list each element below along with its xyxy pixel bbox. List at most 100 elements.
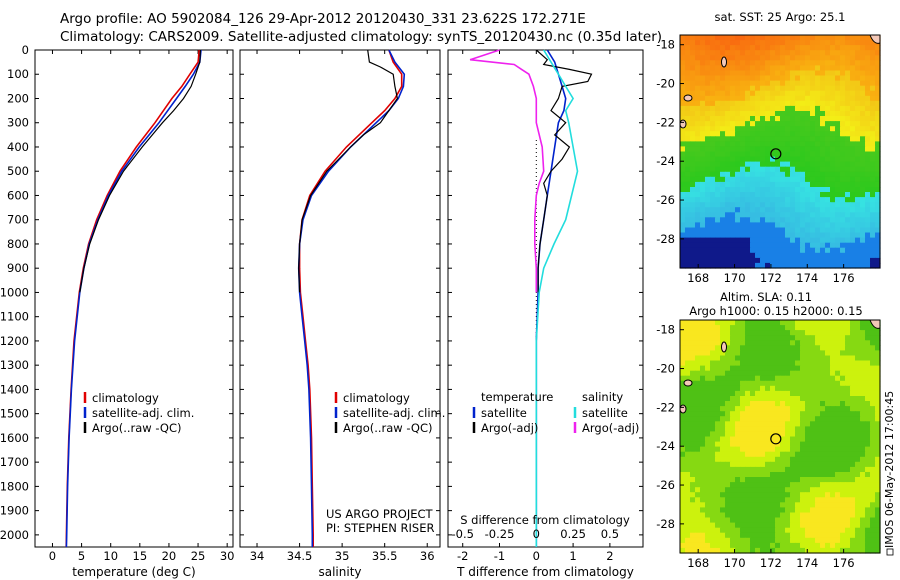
map-cell xyxy=(700,330,706,336)
map-cell xyxy=(870,340,876,346)
map-cell xyxy=(865,227,871,234)
map-cell xyxy=(815,426,821,433)
map-cell xyxy=(865,232,871,239)
map-cell xyxy=(790,390,796,397)
map-cell xyxy=(795,100,801,107)
map-cell xyxy=(815,477,821,483)
map-cell xyxy=(830,441,836,448)
map-cell xyxy=(700,345,706,351)
map-cell xyxy=(680,50,686,56)
map-cell xyxy=(825,85,831,92)
map-cell xyxy=(775,482,781,488)
map-cell xyxy=(680,411,686,417)
map-cell xyxy=(865,45,871,51)
map-cell xyxy=(680,350,686,357)
map-cell xyxy=(820,90,826,97)
map-cell xyxy=(715,411,721,417)
map-cell xyxy=(775,45,781,51)
map-cell xyxy=(770,45,776,51)
map-cell xyxy=(785,542,791,549)
map-cell xyxy=(705,431,711,438)
map-cell xyxy=(780,111,786,117)
map-cell xyxy=(850,126,856,132)
map-cell xyxy=(840,451,846,458)
map-cell xyxy=(765,126,771,132)
map-cell xyxy=(720,446,726,453)
map-cell xyxy=(770,416,776,422)
map-cell xyxy=(715,227,721,234)
map-cell xyxy=(855,217,861,223)
map-cell xyxy=(835,446,841,453)
map-cell xyxy=(810,370,816,377)
map-cell xyxy=(730,151,736,158)
map-cell xyxy=(700,350,706,357)
map-cell xyxy=(825,406,831,412)
map-cell xyxy=(855,446,861,453)
map-cell xyxy=(805,121,811,127)
map-cell xyxy=(875,192,881,198)
map-cell xyxy=(815,375,821,382)
map-cell xyxy=(735,522,741,529)
map-cell xyxy=(790,136,796,142)
map-cell xyxy=(875,100,881,107)
map-cell xyxy=(815,446,821,453)
map-cell xyxy=(740,141,746,148)
map-cell xyxy=(820,527,826,534)
map-cell xyxy=(750,542,756,549)
map-cell xyxy=(870,446,876,453)
map-cell xyxy=(865,95,871,102)
map-cell xyxy=(795,330,801,336)
map-cell xyxy=(700,151,706,158)
map-cell xyxy=(735,50,741,56)
map-cell xyxy=(685,487,691,493)
map-cell xyxy=(770,507,776,514)
map-cell xyxy=(775,116,781,122)
map-cell xyxy=(845,70,851,77)
map-cell xyxy=(845,100,851,107)
map-cell xyxy=(790,126,796,132)
map-cell xyxy=(800,512,806,519)
map-cell xyxy=(730,187,736,193)
map-cell xyxy=(875,126,881,132)
map-cell xyxy=(755,90,761,97)
y-tick-label: 300 xyxy=(7,116,29,130)
map-cell xyxy=(855,100,861,107)
map-cell xyxy=(715,487,721,493)
map-cell xyxy=(815,207,821,213)
map-cell xyxy=(740,247,746,254)
map-cell xyxy=(825,207,831,213)
map-cell xyxy=(795,90,801,97)
map-cell xyxy=(715,176,721,183)
map-cell xyxy=(765,451,771,458)
map-cell xyxy=(875,411,881,417)
map-cell xyxy=(780,436,786,443)
map-x-tick-label: 176 xyxy=(833,271,855,285)
map-cell xyxy=(810,146,816,153)
map-cell xyxy=(745,365,751,372)
map-cell xyxy=(715,187,721,193)
map-cell xyxy=(740,330,746,336)
map-cell xyxy=(725,492,731,498)
map-cell xyxy=(745,482,751,488)
map-cell xyxy=(755,171,761,178)
map-cell xyxy=(820,325,826,331)
map-cell xyxy=(855,345,861,351)
map-cell xyxy=(820,375,826,382)
map-cell xyxy=(840,166,846,173)
map-cell xyxy=(755,320,761,326)
island-shape xyxy=(679,404,687,414)
map-cell xyxy=(800,355,806,362)
map-cell xyxy=(860,202,866,208)
map-cell xyxy=(810,121,816,127)
map-cell xyxy=(775,537,781,544)
map-cell xyxy=(810,131,816,137)
map-cell xyxy=(710,95,716,102)
map-cell xyxy=(855,60,861,66)
map-cell xyxy=(800,482,806,488)
map-cell xyxy=(820,436,826,443)
map-y-tick-label: -18 xyxy=(656,323,675,337)
map-cell xyxy=(680,426,686,433)
map-cell xyxy=(775,325,781,331)
map-cell xyxy=(785,446,791,453)
map-cell xyxy=(750,247,756,254)
